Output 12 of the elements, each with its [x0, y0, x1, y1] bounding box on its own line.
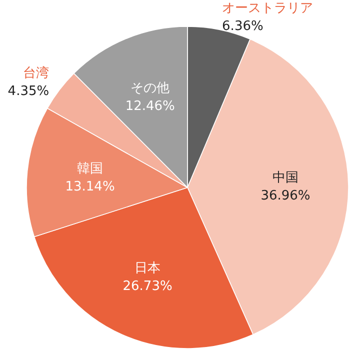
data-label: 36.96% — [260, 188, 310, 204]
slice-label: 日本 — [134, 260, 161, 276]
data-label: 26.73% — [122, 278, 172, 294]
slice-label: その他 — [130, 80, 170, 96]
slice-label: 中国 — [272, 170, 298, 186]
slice-label: オーストラリア — [222, 0, 314, 16]
data-label: 12.46% — [125, 98, 175, 114]
data-label: 4.35% — [8, 84, 50, 100]
slice-label: 台湾 — [23, 65, 50, 82]
data-label: 6.36% — [222, 18, 264, 34]
data-label: 13.14% — [65, 180, 115, 195]
slice-label: 韓国 — [77, 162, 104, 177]
